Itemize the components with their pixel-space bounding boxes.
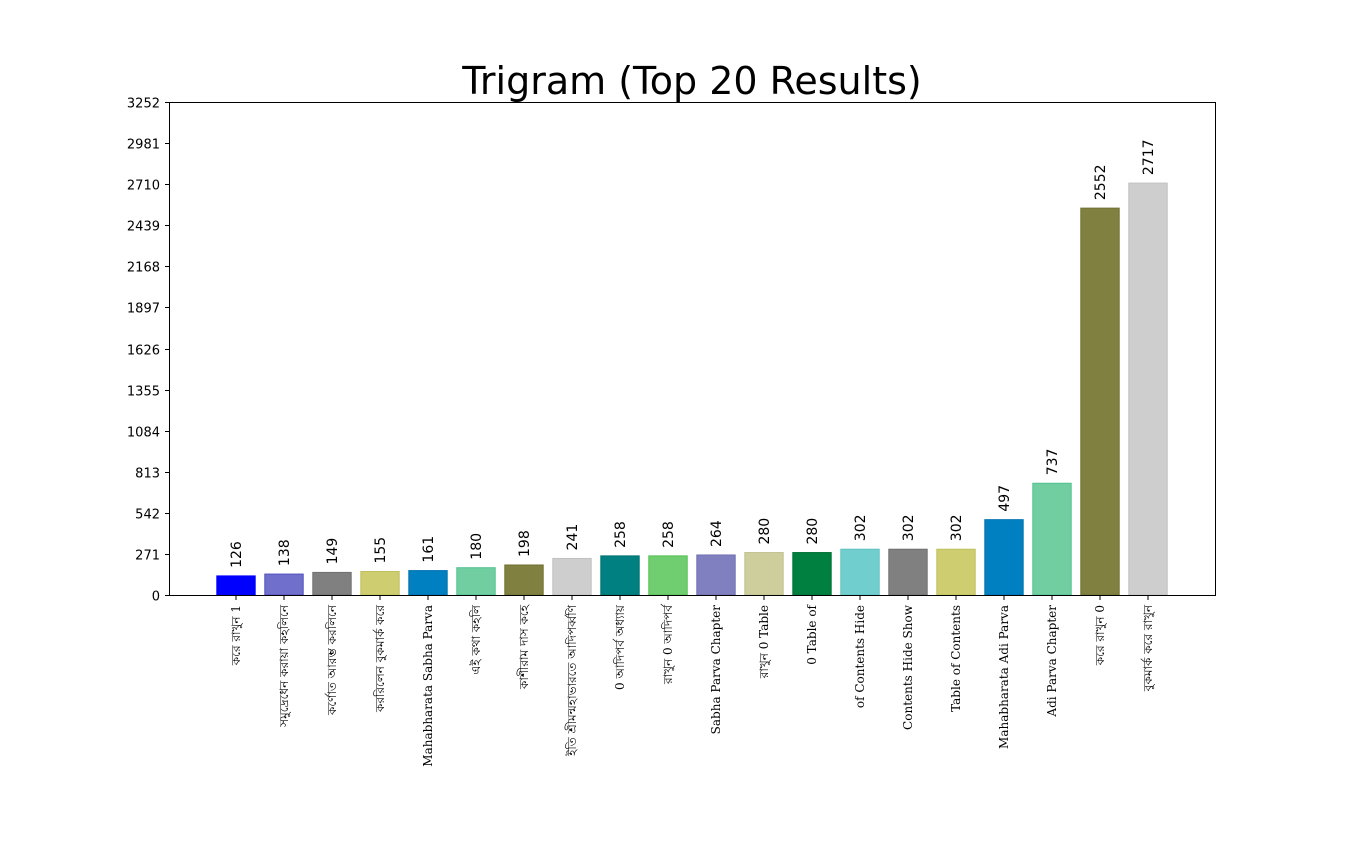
bar [456, 567, 496, 596]
bar [696, 554, 736, 596]
bar [504, 564, 544, 596]
x-tick-label: করে রাখুন 0 [1093, 605, 1108, 666]
bar-value-label: 302 [901, 514, 917, 541]
x-tick-label: Adi Parva Chapter [1045, 605, 1059, 718]
bar-value-label: 161 [421, 536, 437, 563]
x-tick-label: কররিলেন বুকমার্ক করে [373, 605, 388, 713]
x-axis: করে রাখুন 1 সমুদ্রেধেন করায়া কহলিনে কর্ণো… [229, 595, 1156, 767]
y-tick-label: 3252 [127, 97, 160, 112]
bar [648, 555, 688, 596]
bar-value-label: 302 [949, 514, 965, 541]
bar-value-label: 497 [997, 485, 1013, 512]
x-tick-label: সমুদ্রেধেন করায়া কহলিনে [277, 604, 292, 728]
bar [216, 575, 256, 596]
y-axis: 0 271 542 813 1084 1355 1626 1897 2168 2439 2710 29… [127, 97, 170, 605]
plot-frame [169, 102, 1216, 596]
bar-value-label: 155 [373, 537, 389, 564]
x-tick-label: Mahabharata Adi Parva [997, 605, 1011, 749]
bar-value-label: 258 [613, 521, 629, 548]
bar [744, 552, 784, 596]
x-tick-label: ইতি শ্রীমন্মহাভারতে আদিপর্ব্বণি [564, 604, 579, 757]
bar-value-label: 2717 [1141, 139, 1157, 175]
y-tick-label: 542 [135, 508, 160, 523]
bar [888, 548, 928, 596]
bar [264, 573, 304, 596]
bar-value-label: 280 [805, 518, 821, 545]
x-tick-label: Mahabharata Sabha Parva [421, 605, 435, 767]
y-tick-label: 1897 [127, 302, 160, 317]
y-tick-label: 1355 [127, 385, 160, 400]
bars [216, 182, 1168, 596]
bar-value-label: 737 [1045, 449, 1061, 476]
y-tick-label: 1626 [127, 344, 160, 359]
x-tick-label: কর্ণোত আরম্ভ করলিনে [325, 604, 339, 716]
bar-value-label: 180 [469, 533, 485, 560]
bar-value-label: 280 [757, 518, 773, 545]
bar-value-label: 302 [853, 514, 869, 541]
y-tick-label: 2981 [127, 138, 160, 153]
chart-title: Trigram (Top 20 Results) [461, 59, 921, 103]
x-tick-label: 0 Table of [805, 603, 819, 664]
x-tick-label: 0 আদিপর্ব অধ্যায় [613, 604, 627, 690]
x-tick-label: Contents Hide Show [901, 604, 915, 730]
y-tick-label: 271 [135, 549, 160, 564]
bar [984, 519, 1024, 596]
bar [936, 548, 976, 596]
y-tick-label: 2168 [127, 261, 160, 276]
bar [312, 571, 352, 596]
bar-value-label: 126 [229, 541, 245, 568]
y-tick-label: 2710 [127, 179, 160, 194]
x-tick-label: রাখুন 0 আদিপর্ব [661, 603, 676, 685]
y-tick-label: 0 [152, 590, 160, 605]
bar [552, 557, 592, 596]
x-tick-label: রাখুন 0 Table [757, 605, 772, 679]
bar [408, 570, 448, 596]
x-tick-label: Table of Contents [949, 605, 963, 712]
bar-value-label: 138 [277, 539, 293, 566]
y-tick-label: 2439 [127, 220, 160, 235]
bar [1080, 207, 1120, 596]
x-tick-label: কাশীরাম দাস কহে [517, 604, 531, 690]
bar [1128, 182, 1168, 596]
x-tick-label: of Contents Hide [853, 605, 867, 708]
bar [840, 548, 880, 596]
x-tick-label: এই কথা কহলি [469, 604, 483, 675]
y-tick-label: 1084 [127, 426, 160, 441]
x-tick-label: করে রাখুন 1 [229, 605, 244, 666]
x-tick-label: Sabha Parva Chapter [709, 605, 723, 735]
bar-value-label: 149 [325, 538, 341, 565]
bar-value-label: 258 [661, 521, 677, 548]
y-tick-label: 813 [135, 467, 160, 482]
bar [360, 571, 400, 596]
bar [792, 552, 832, 596]
bar [600, 555, 640, 596]
bar-value-label: 2552 [1093, 164, 1109, 200]
bar-value-label: 264 [709, 520, 725, 547]
bar-value-labels: 126 138 149 155 161 180 198 241 258 258 264 280 280 3… [229, 139, 1157, 567]
bar-value-label: 198 [517, 530, 533, 557]
bar [1032, 482, 1072, 596]
bar-value-label: 241 [565, 524, 581, 551]
x-tick-label: বুকমার্ক করে রাখুন [1141, 604, 1156, 692]
